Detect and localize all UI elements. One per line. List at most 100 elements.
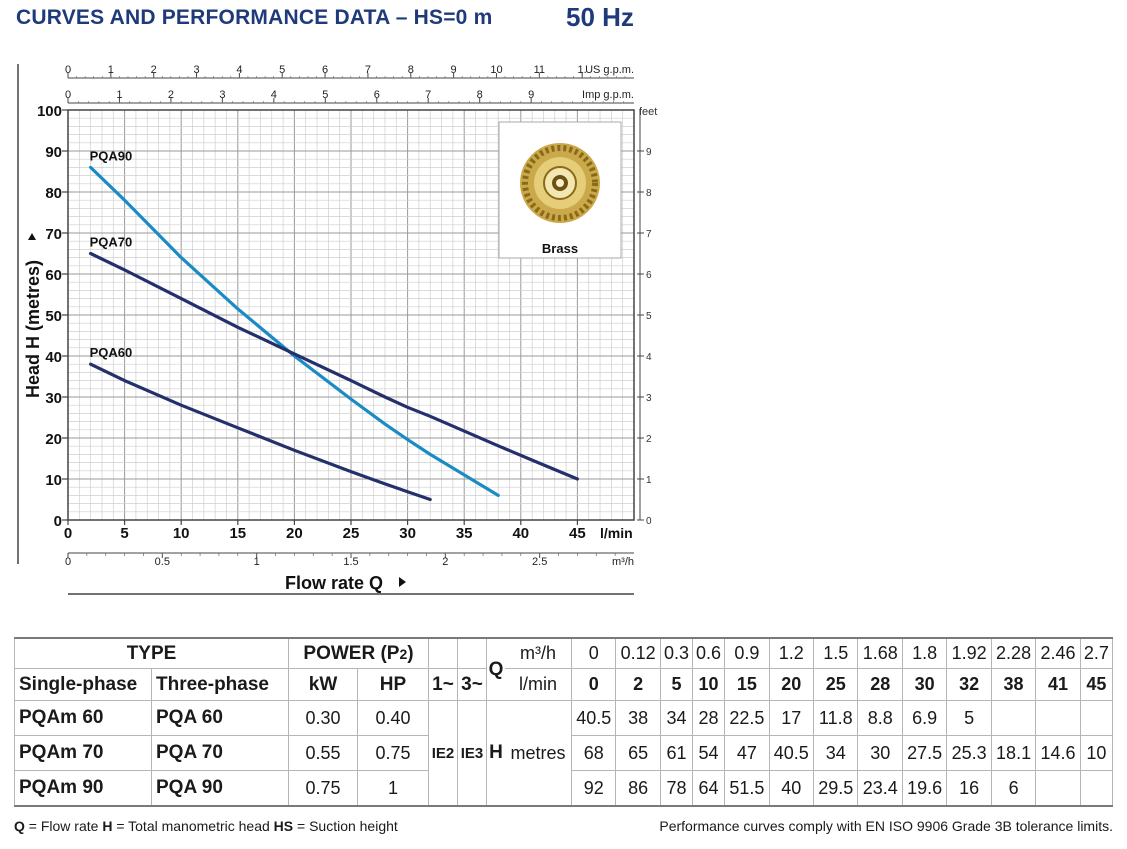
impgpm-tick-label: 6 <box>374 89 380 101</box>
three-phase-header: Three-phase <box>151 668 289 701</box>
usgpm-tick-label: 2 <box>151 64 157 76</box>
usgpm-tick-label: 8 <box>408 64 414 76</box>
y-tick-label: 10 <box>45 472 62 489</box>
m3h-tick-label: 0.5 <box>155 556 170 568</box>
m3h-tick-label: 1.5 <box>343 556 358 568</box>
series-label-pqa60: PQA60 <box>90 345 133 360</box>
ie-single: IE2 <box>428 700 458 807</box>
h-label: H <box>486 700 505 807</box>
usgpm-tick-label: 1. <box>578 64 587 76</box>
feet-tick-label: 3 <box>646 393 652 404</box>
performance-table: TYPE POWER (P2) Q m³/h 0 0.12 0.3 0.6 0.… <box>14 637 1114 807</box>
single-phase-header: Single-phase <box>14 668 152 701</box>
phase1-header: 1~ <box>428 668 458 701</box>
y-tick-label: 100 <box>37 103 62 120</box>
x-tick-label: 5 <box>120 525 128 542</box>
x-tick-label: 0 <box>64 525 72 542</box>
x-unit-label: l/min <box>600 525 633 541</box>
feet-tick-label: 4 <box>646 352 652 363</box>
series-label-pqa70: PQA70 <box>90 235 133 250</box>
x-tick-label: 40 <box>512 525 529 542</box>
m3h-label: m³/h <box>505 637 572 669</box>
feet-tick-label: 9 <box>646 147 652 158</box>
table-row: PQAm 90 PQA 90 0.75 1 92 86 78 64 51.5 40 29.5… <box>14 770 1114 807</box>
impgpm-tick-label: 2 <box>168 89 174 101</box>
x-tick-label: 25 <box>343 525 360 542</box>
x-tick-label: 30 <box>399 525 416 542</box>
m3h-tick-label: 0 <box>65 556 71 568</box>
ie-three: IE3 <box>457 700 487 807</box>
y-tick-label: 0 <box>54 513 62 530</box>
impgpm-tick-label: 9 <box>528 89 534 101</box>
y-tick-label: 40 <box>45 349 62 366</box>
inset-image: Brass <box>498 121 622 259</box>
frequency-label: 50 Hz <box>566 2 634 32</box>
usgpm-tick-label: 0 <box>65 64 71 76</box>
y-tick-label: 90 <box>45 144 62 161</box>
usgpm-tick-label: 4 <box>236 64 242 76</box>
y-tick-label: 30 <box>45 390 62 407</box>
y-tick-label: 80 <box>45 185 62 202</box>
usgpm-tick-label: 5 <box>279 64 285 76</box>
chart-series: PQA90 PQA70 PQA60 <box>89 148 579 502</box>
legend-abbreviations: Q = Flow rate H = Total manometric head … <box>14 818 398 834</box>
y-tick-label: 70 <box>45 226 62 243</box>
compliance-note: Performance curves comply with EN ISO 99… <box>659 818 1113 834</box>
series-line-pqa60 <box>89 362 432 502</box>
table-row: PQAm 70 PQA 70 0.55 0.75 68 65 61 54 47 40.5 3… <box>14 735 1114 771</box>
x-tick-label: 10 <box>173 525 190 542</box>
usgpm-tick-label: 6 <box>322 64 328 76</box>
usgpm-tick-label: 1 <box>108 64 114 76</box>
usgpm-tick-label: 10 <box>490 64 502 76</box>
feet-tick-label: 7 <box>646 229 652 240</box>
impgpm-tick-label: 7 <box>425 89 431 101</box>
usgpm-unit-label: US g.p.m. <box>585 64 634 76</box>
feet-tick-label: 6 <box>646 270 652 281</box>
impgpm-tick-label: 3 <box>219 89 225 101</box>
hp-header: HP <box>357 668 429 701</box>
usgpm-tick-label: 7 <box>365 64 371 76</box>
impgpm-tick-label: 0 <box>65 89 71 101</box>
kw-header: kW <box>288 668 358 701</box>
x-axis-label: Flow rate Q <box>285 573 383 593</box>
y-axis-label: Head H (metres) <box>23 260 43 398</box>
feet-tick-label: 0 <box>646 516 652 527</box>
y-axis-arrow-icon <box>28 233 36 240</box>
y-tick-label: 60 <box>45 267 62 284</box>
y-tick-label: 50 <box>45 308 62 325</box>
usgpm-tick-label: 11 <box>534 64 545 76</box>
page-title: CURVES AND PERFORMANCE DATA – HS=0 m <box>16 6 493 29</box>
usgpm-tick-label: 9 <box>451 64 457 76</box>
x-axis-arrow-icon <box>399 577 406 587</box>
feet-tick-label: 8 <box>646 188 652 199</box>
type-header: TYPE <box>14 637 289 669</box>
feet-unit-label: feet <box>639 106 657 118</box>
x-tick-label: 20 <box>286 525 303 542</box>
impgpm-tick-label: 4 <box>271 89 277 101</box>
x-tick-label: 35 <box>456 525 473 542</box>
impgpm-tick-label: 5 <box>322 89 328 101</box>
impgpm-tick-label: 1 <box>116 89 122 101</box>
feet-tick-label: 5 <box>646 311 652 322</box>
series-line-pqa70 <box>89 251 579 481</box>
usgpm-tick-label: 3 <box>193 64 199 76</box>
x-tick-label: 45 <box>569 525 586 542</box>
table-row: PQAm 60 PQA 60 0.30 0.40 IE2 IE3 H metre… <box>14 700 1114 807</box>
x-tick-label: 15 <box>229 525 246 542</box>
impgpm-unit-label: Imp g.p.m. <box>582 89 634 101</box>
series-label-pqa90: PQA90 <box>90 148 133 163</box>
y-tick-label: 20 <box>45 431 62 448</box>
impgpm-tick-label: 8 <box>477 89 483 101</box>
power-header: POWER (P2) <box>288 637 429 669</box>
feet-tick-label: 2 <box>646 434 652 445</box>
m3h-tick-label: 1 <box>254 556 260 568</box>
metres-label: metres <box>505 700 572 807</box>
chart-grid <box>68 110 634 520</box>
m3h-tick-label: 2 <box>442 556 448 568</box>
m3h-tick-label: 2.5 <box>532 556 547 568</box>
inset-label: Brass <box>542 241 578 256</box>
series-line-pqa90 <box>89 165 500 497</box>
feet-tick-label: 1 <box>646 475 652 486</box>
